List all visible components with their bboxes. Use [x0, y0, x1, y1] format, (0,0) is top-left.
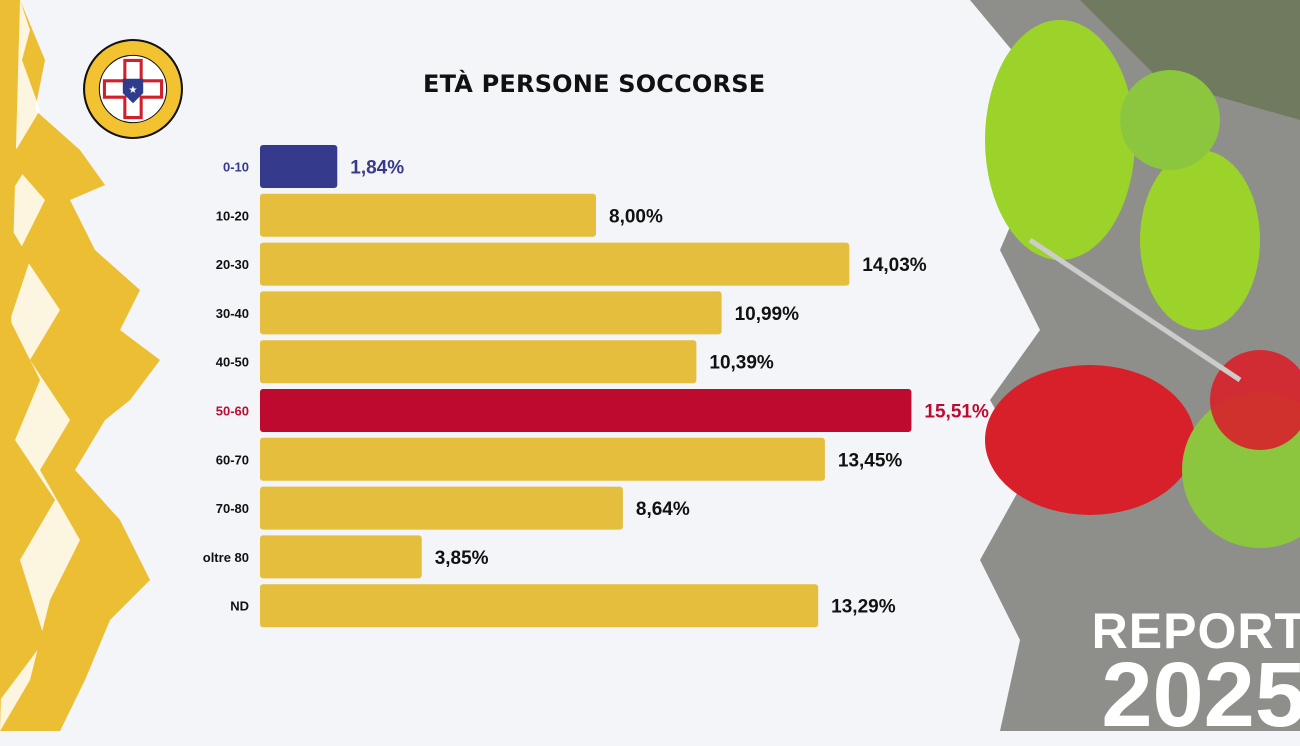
value-label: 14,03% — [862, 255, 927, 276]
rescue-photo — [960, 0, 1300, 731]
value-label: 13,45% — [838, 450, 903, 471]
svg-text:★: ★ — [128, 85, 137, 96]
category-label: 50-60 — [216, 404, 249, 419]
category-label: ND — [230, 599, 249, 614]
bar-chart: 0-10 1,84% 10-20 8,00% 20-30 14,03% 30-40 10,99… — [203, 145, 989, 628]
bar-0-10 — [260, 145, 338, 188]
bar-oltre-80 — [260, 535, 422, 579]
value-label: 8,00% — [609, 206, 663, 227]
value-label: 1,84% — [350, 158, 404, 179]
category-label: 10-20 — [216, 208, 249, 223]
bar-20-30 — [260, 242, 850, 286]
category-label: 60-70 — [216, 452, 249, 467]
bar-60-70 — [260, 437, 825, 481]
category-label: 30-40 — [216, 306, 249, 321]
cnsas-logo: ★ — [83, 39, 183, 139]
value-label: 13,29% — [831, 597, 896, 618]
mountain-decoration — [0, 0, 160, 731]
bar-ND — [260, 584, 819, 628]
category-label: oltre 80 — [203, 550, 249, 565]
bar-40-50 — [260, 340, 697, 384]
category-label: 0-10 — [223, 160, 249, 175]
bar-30-40 — [260, 291, 722, 335]
value-label: 3,85% — [435, 548, 489, 569]
bar-50-60 — [260, 389, 912, 432]
chart-title: ETÀ PERSONE SOCCORSE — [423, 70, 766, 98]
value-label: 10,39% — [709, 353, 774, 374]
value-label: 10,99% — [735, 304, 800, 325]
report-label: REPORT — [1091, 603, 1300, 659]
category-label: 70-80 — [216, 501, 249, 516]
category-label: 20-30 — [216, 257, 249, 272]
value-label: 8,64% — [636, 499, 690, 520]
value-label: 15,51% — [924, 402, 989, 423]
bar-10-20 — [260, 193, 596, 237]
category-label: 40-50 — [216, 355, 249, 370]
report-year: 2025 — [1101, 644, 1300, 746]
bar-70-80 — [260, 486, 623, 530]
